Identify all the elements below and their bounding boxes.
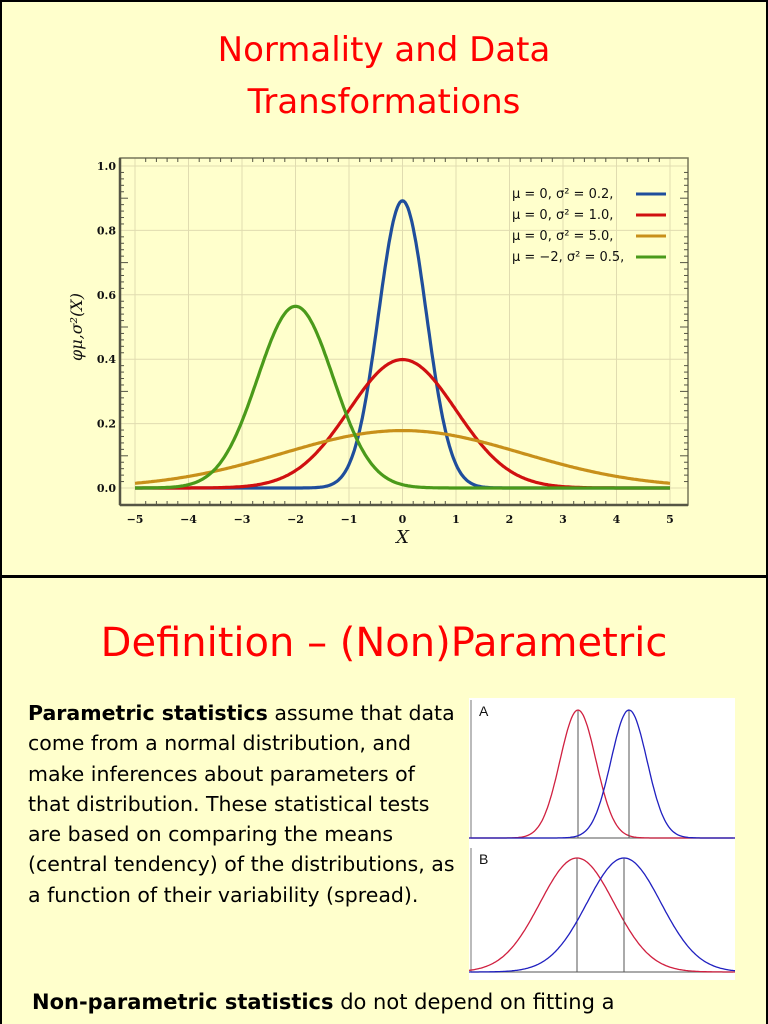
x-axis-label: X (394, 527, 410, 548)
panel-label: B (479, 851, 488, 867)
y-tick-label: 0.4 (97, 353, 116, 366)
distribution-comparison-plot: AB (468, 700, 736, 973)
distribution-curve (469, 709, 735, 839)
x-tick-label: −4 (180, 513, 197, 526)
x-tick-label: −2 (287, 513, 304, 526)
nonparametric-term: Non-parametric statistics (32, 990, 334, 1014)
x-tick-label: −5 (127, 513, 144, 526)
y-tick-label: 0.6 (97, 289, 116, 302)
distribution-curve (469, 857, 736, 973)
y-tick-label: 0.2 (97, 418, 116, 431)
x-tick-label: 2 (506, 513, 514, 526)
y-axis-label: φμ,σ²(X) (67, 293, 86, 361)
parametric-term: Parametric statistics (28, 701, 268, 725)
y-tick-label: 1.0 (97, 160, 116, 173)
parametric-paragraph: Parametric statistics assume that data c… (28, 698, 458, 910)
slide-definition: Definition – (Non)Parametric Parametric … (2, 578, 766, 1024)
panel-label: A (479, 703, 489, 719)
y-tick-label: 0.0 (97, 482, 116, 495)
slide-title: Definition – (Non)Parametric (100, 620, 668, 666)
x-tick-label: 0 (399, 513, 407, 526)
title-line-1: Normality and Data (217, 30, 551, 70)
nonparametric-definition: do not depend on fitting a (333, 990, 615, 1014)
x-tick-label: −3 (234, 513, 251, 526)
distribution-curve (134, 304, 671, 490)
legend-entry-label: μ = 0, σ² = 5.0, (512, 229, 613, 244)
title-line-2: Transformations (247, 82, 521, 122)
legend-entry-label: μ = 0, σ² = 0.2, (512, 187, 613, 202)
x-tick-label: 3 (559, 513, 567, 526)
distribution-curve (468, 857, 735, 973)
slide-normality: Normality and Data Transformations −5 −4−… (2, 2, 766, 575)
x-tick-label: −1 (341, 513, 358, 526)
normal-distribution-chart: −5 −4 −3 −2 −1 0 1 2 3 4 5 0.0 0.2 0.4 0.6 0.8 1.0 Xφμ,σ²… (67, 157, 689, 548)
legend-entry-label: μ = −2, σ² = 0.5, (512, 250, 624, 265)
nonparametric-paragraph: Non-parametric statistics do not depend … (32, 990, 614, 1014)
x-tick-label: 5 (666, 513, 674, 526)
x-tick-label: 4 (613, 513, 621, 526)
slide-title: Normality and Data Transformations (2, 24, 766, 128)
parametric-definition: assume that data come from a normal dist… (28, 701, 455, 907)
y-tick-label: 0.8 (97, 224, 116, 237)
legend-entry-label: μ = 0, σ² = 1.0, (512, 208, 613, 223)
distribution-curve (469, 709, 735, 839)
x-tick-label: 1 (452, 513, 460, 526)
distribution-curve (134, 429, 671, 485)
